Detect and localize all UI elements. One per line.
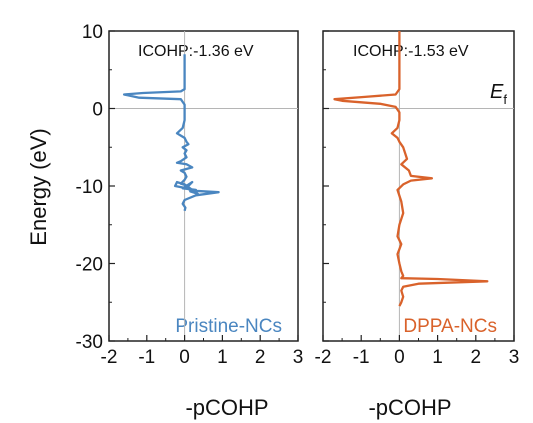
fermi-level-label: Ef: [490, 81, 507, 107]
x-tick-label: -1: [138, 347, 155, 368]
fermi-symbol: E: [490, 81, 504, 103]
y-tick-label: -20: [76, 255, 103, 276]
y-tick-label: -10: [76, 177, 103, 198]
cohp-series-line: [333, 31, 489, 307]
x-tick-label: 1: [432, 347, 443, 368]
icohp-annotation: ICOHP:-1.36 eV: [138, 43, 254, 60]
plot-frame: [108, 30, 299, 342]
legend-label: Pristine-NCs: [175, 316, 282, 337]
x-tick-label: 0: [179, 347, 190, 368]
x-tick-label: 1: [217, 347, 228, 368]
x-tick-label: -2: [101, 347, 118, 368]
x-tick-label: 3: [509, 347, 520, 368]
y-tick-label: 10: [82, 22, 103, 43]
plot-frame: [322, 30, 515, 342]
pristine-panel: ICOHP:-1.36 eV Pristine-NCs -pCOHP -2 -1 0…: [76, 22, 304, 420]
x-tick-label: 0: [394, 347, 405, 368]
icohp-annotation: ICOHP:-1.53 eV: [353, 43, 469, 60]
legend-label: DPPA-NCs: [403, 316, 497, 337]
dppa-panel: ICOHP:-1.53 eV Ef DPPA-NCs -pCOHP -2 -1 0 1…: [315, 30, 520, 420]
x-tick-label: -2: [315, 347, 332, 368]
x-axis-title: -pCOHP: [185, 395, 268, 420]
x-axis-title: -pCOHP: [368, 395, 451, 420]
x-tick-label: 3: [293, 347, 304, 368]
fermi-subscript: f: [503, 92, 507, 107]
x-tick-label: 2: [255, 347, 266, 368]
x-tick-label: -1: [353, 347, 370, 368]
y-tick-label: 0: [92, 100, 103, 121]
y-axis-title: Energy (eV): [26, 128, 51, 245]
y-tick-label: -30: [76, 332, 103, 353]
cohp-series-line: [122, 54, 220, 212]
x-tick-label: 2: [471, 347, 482, 368]
